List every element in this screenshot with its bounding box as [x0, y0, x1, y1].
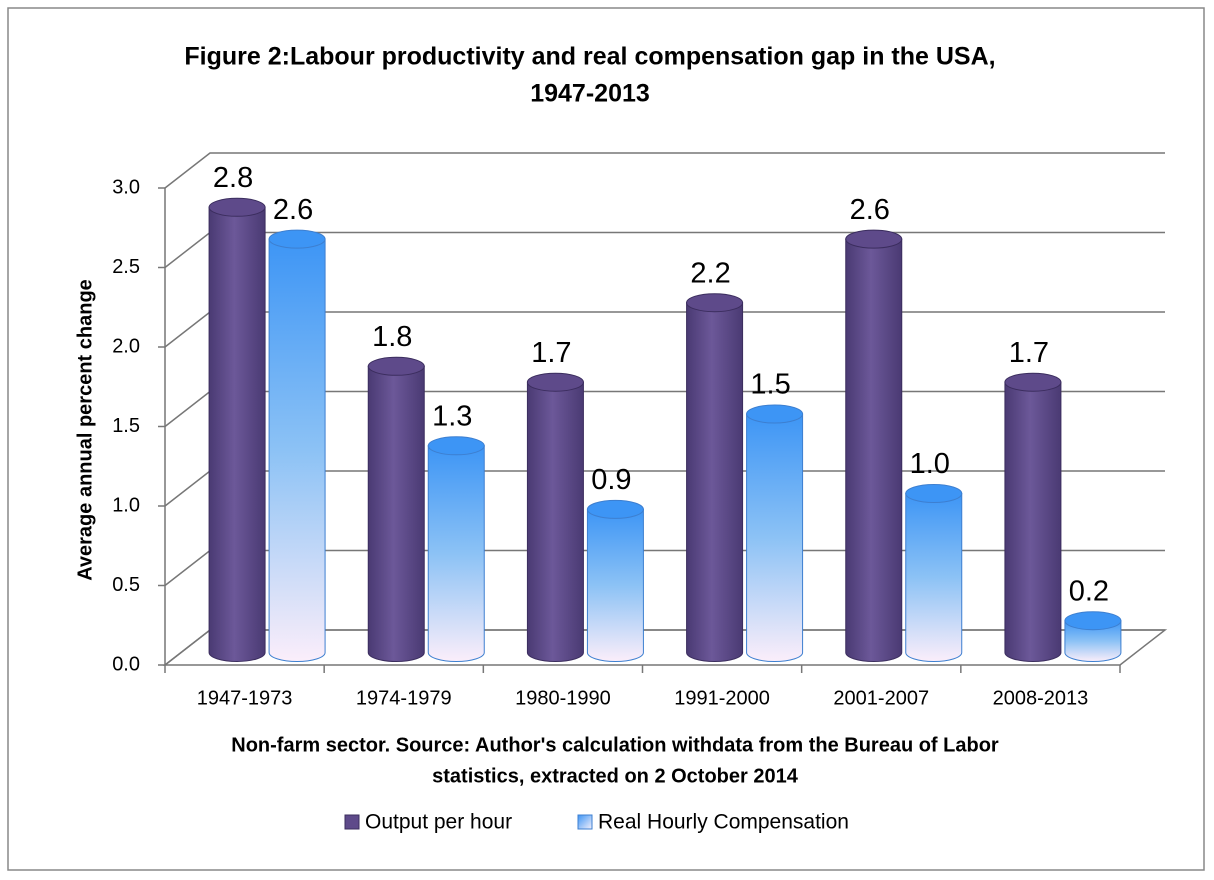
bar — [427, 445, 485, 662]
value-label: 1.3 — [432, 400, 472, 432]
x-axis-title: Non-farm sector. Source: Author's calcul… — [231, 734, 999, 756]
value-label: 1.8 — [372, 321, 412, 353]
bar — [586, 508, 644, 662]
value-label: 2.8 — [213, 162, 253, 194]
y-tick-label: 3.0 — [112, 176, 140, 198]
y-axis-title: Average annual percent change — [74, 279, 96, 581]
bar-top — [686, 293, 744, 313]
legend-label: Real Hourly Compensation — [598, 811, 849, 834]
bar — [686, 302, 744, 662]
value-label: 1.0 — [910, 448, 950, 480]
legend-swatch — [344, 814, 360, 830]
x-tick-label: 2001-2007 — [833, 687, 929, 709]
bar — [268, 238, 326, 662]
x-tick-label: 1947-1973 — [197, 687, 293, 709]
value-label: 0.2 — [1069, 575, 1109, 607]
x-tick-label: 1991-2000 — [674, 687, 770, 709]
grid-line — [164, 152, 1165, 189]
y-tick-label: 1.0 — [112, 494, 140, 516]
value-label: 2.2 — [690, 257, 730, 289]
bar — [367, 365, 425, 662]
bar-top — [526, 372, 584, 392]
bar-top — [208, 197, 266, 217]
bar-top — [1004, 372, 1062, 392]
value-label: 1.7 — [531, 337, 571, 369]
legend-label: Output per hour — [365, 811, 512, 834]
bar — [1064, 620, 1122, 662]
x-tick-label: 1980-1990 — [515, 687, 611, 709]
bar — [845, 238, 903, 662]
y-tick-label: 0.0 — [112, 653, 140, 675]
bar — [746, 413, 804, 662]
bar-top — [268, 229, 326, 249]
bar-top — [746, 404, 804, 424]
y-tick-label: 0.5 — [112, 574, 140, 596]
bar-top — [427, 436, 485, 456]
bar — [526, 381, 584, 662]
value-label: 2.6 — [273, 194, 313, 226]
bar — [1004, 381, 1062, 662]
bar-top — [586, 499, 644, 519]
bar-top — [1064, 611, 1122, 631]
value-label: 2.6 — [850, 194, 890, 226]
value-label: 1.7 — [1009, 337, 1049, 369]
y-tick-label: 1.5 — [112, 415, 140, 437]
bar-top — [845, 229, 903, 249]
bar-top — [367, 356, 425, 376]
bar-top — [905, 484, 963, 503]
legend-swatch — [577, 814, 593, 830]
y-tick-label: 2.5 — [112, 256, 140, 278]
bar — [208, 206, 266, 662]
value-label: 1.5 — [750, 369, 790, 401]
bar — [905, 493, 963, 662]
chart-title: Figure 2:Labour productivity and real co… — [184, 43, 995, 71]
x-axis-title: statistics, extracted on 2 October 2014 — [432, 765, 799, 787]
value-label: 0.9 — [591, 464, 631, 496]
x-tick-label: 2008-2013 — [993, 687, 1089, 709]
y-tick-label: 2.0 — [112, 335, 140, 357]
x-tick-label: 1974-1979 — [356, 687, 452, 709]
chart-title: 1947-2013 — [530, 80, 650, 108]
